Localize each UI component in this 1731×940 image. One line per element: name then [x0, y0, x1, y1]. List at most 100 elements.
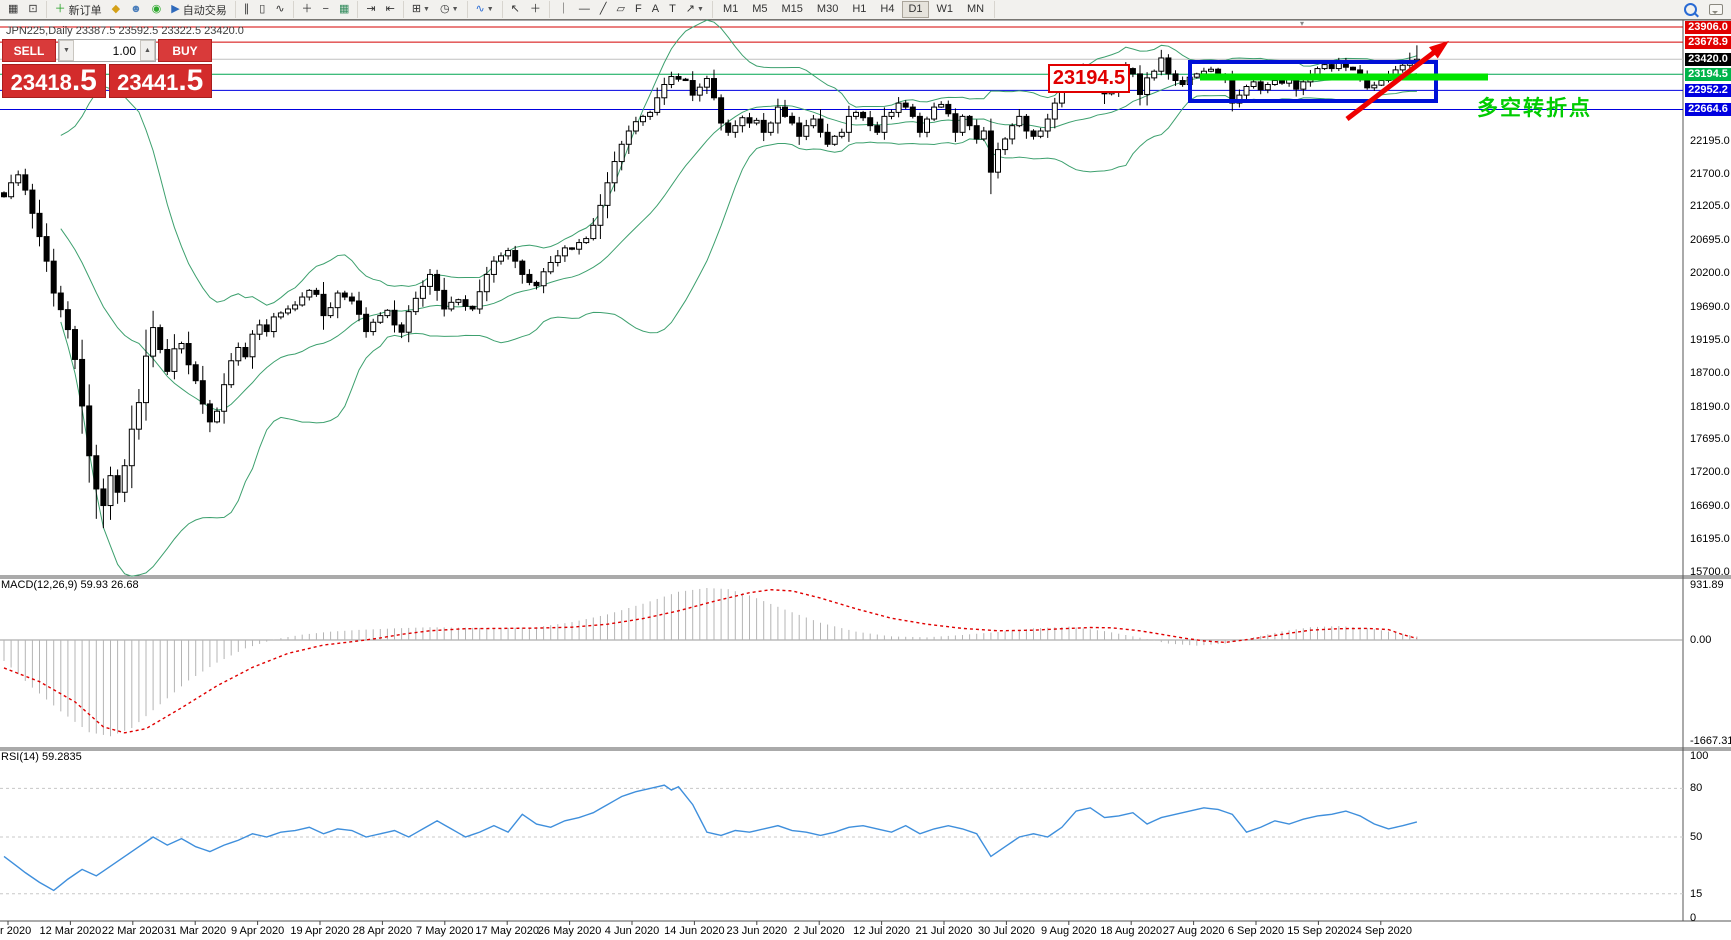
- new-chart-icon-dropdown[interactable]: ▼: [423, 6, 430, 13]
- chart-shift-icon[interactable]: ⇤: [382, 1, 399, 18]
- sell-button[interactable]: SELL: [2, 39, 56, 62]
- turning-point-note[interactable]: 多空转折点: [1477, 97, 1592, 120]
- timeframe-d1[interactable]: D1: [902, 1, 929, 18]
- timeframe-h4[interactable]: H4: [880, 3, 895, 15]
- chart-preview-icon[interactable]: ⊡: [24, 1, 41, 18]
- date-axis-label: 27 Aug 2020: [1162, 925, 1225, 937]
- timeframe-m5[interactable]: M5: [752, 3, 768, 15]
- auto-trading-button-label: 自动交易: [182, 4, 227, 17]
- text-icon[interactable]: A: [648, 1, 663, 18]
- eraser-icon[interactable]: ◆: [108, 1, 124, 18]
- timeframe-m1[interactable]: M1: [722, 3, 739, 15]
- auto-trading-button[interactable]: ▶ 自动交易: [167, 1, 230, 18]
- date-axis-label: 4 Jun 2020: [604, 925, 660, 937]
- chart-preview-icon: ⊡: [28, 3, 38, 15]
- volume-increase-button[interactable]: ▲: [140, 40, 155, 61]
- label-icon: T: [669, 3, 676, 15]
- buy-button[interactable]: BUY: [158, 39, 212, 62]
- timeframe-w1[interactable]: W1: [936, 3, 954, 15]
- toolbar-group: ▦ ⊡: [0, 1, 47, 18]
- zoom-out-icon[interactable]: −: [319, 1, 333, 18]
- volume-input[interactable]: [74, 40, 140, 61]
- fibonacci-icon[interactable]: F: [631, 1, 646, 18]
- price-axis-tick: 18190.0: [1690, 400, 1730, 413]
- text-icon: A: [651, 3, 660, 15]
- date-axis-label: 23 Jun 2020: [726, 925, 788, 937]
- timeframe-group: M1 M5 M15 M30 H1 H4 D1 W1 MN: [713, 1, 996, 18]
- macd-axis-tick: 931.89: [1690, 579, 1724, 591]
- indicators-icon: ∿: [475, 3, 485, 15]
- bar-chart-icon[interactable]: ∥: [240, 1, 254, 18]
- new-chart-icon: ⊞: [411, 3, 422, 15]
- vertical-line-icon: ｜: [557, 3, 569, 15]
- price-axis-tick: 18700.0: [1690, 366, 1730, 379]
- price-callout-box[interactable]: 23194.5: [1048, 64, 1130, 93]
- periods-clock-icon[interactable]: ◷ ▼: [436, 1, 463, 18]
- date-axis-label: 12 Jul 2020: [853, 925, 911, 937]
- contacts-icon[interactable]: ☻: [126, 1, 146, 18]
- buy-price[interactable]: 23441.5: [108, 64, 212, 98]
- arrows-icon[interactable]: ↗ ▼: [682, 1, 708, 18]
- trendline-icon[interactable]: ╱: [596, 1, 611, 18]
- periods-clock-icon-dropdown[interactable]: ▼: [451, 6, 459, 13]
- toolbar-group: ∥ ▯ ∿: [236, 1, 294, 18]
- macd-indicator-label: MACD(12,26,9) 59.93 26.68: [1, 579, 139, 591]
- signal-icon: ◉: [151, 3, 162, 15]
- new-order-button[interactable]: ＋新订单: [51, 1, 106, 18]
- macd-axis-tick: 0.00: [1690, 634, 1712, 646]
- toolbar-group: ＋新订单 ◆ ☻ ◉ ▶ 自动交易: [47, 1, 236, 18]
- date-axis-label: 21 Jul 2020: [915, 925, 973, 937]
- price-axis-tick: 22195.0: [1690, 134, 1730, 147]
- rsi-axis-tick: 100: [1690, 750, 1709, 762]
- price-axis-tick: 17200.0: [1690, 466, 1730, 479]
- crosshair-icon: ＋: [529, 3, 541, 15]
- auto-scroll-icon[interactable]: ⇥: [362, 1, 379, 18]
- label-icon[interactable]: T: [665, 1, 680, 18]
- fibonacci-icon: F: [634, 3, 642, 15]
- date-axis-label: 26 May 2020: [537, 925, 602, 937]
- timeframe-mn[interactable]: MN: [967, 3, 985, 15]
- buy-price-pip: .5: [178, 64, 204, 97]
- search-icon[interactable]: [1684, 3, 1697, 16]
- indicators-icon-dropdown[interactable]: ▼: [486, 6, 494, 13]
- arrows-icon-dropdown[interactable]: ▼: [697, 6, 704, 13]
- periods-clock-icon: ◷: [439, 3, 450, 15]
- timeframe-h1[interactable]: H1: [852, 3, 867, 15]
- indicators-icon[interactable]: ∿ ▼: [472, 1, 498, 18]
- zoom-in-icon[interactable]: ＋: [298, 1, 317, 18]
- timeframe-m15[interactable]: M15: [781, 3, 803, 15]
- date-axis-label: 19 Apr 2020: [290, 925, 350, 937]
- line-chart-icon[interactable]: ∿: [271, 1, 288, 18]
- new-order-button-label: 新订单: [68, 4, 102, 17]
- date-axis-label: 12 Mar 2020: [39, 925, 102, 937]
- price-axis-tick: 20695.0: [1690, 234, 1730, 247]
- signal-icon[interactable]: ◉: [148, 1, 166, 18]
- horizontal-line-icon[interactable]: —: [575, 1, 594, 18]
- price-level-tag: 23678.9: [1685, 35, 1731, 49]
- price-axis-tick: 17695.0: [1690, 433, 1730, 446]
- charts-window-icon: ▦: [8, 3, 19, 15]
- new-chart-icon[interactable]: ⊞ ▼: [408, 1, 434, 18]
- timeframe-m30[interactable]: M30: [816, 3, 839, 15]
- tile-windows-icon[interactable]: ▦: [335, 1, 353, 18]
- date-axis-label: 31 Mar 2020: [164, 925, 227, 937]
- cursor-icon[interactable]: ↖: [507, 1, 524, 18]
- bar-chart-icon: ∥: [243, 3, 250, 15]
- candle-chart-icon[interactable]: ▯: [255, 1, 269, 18]
- toolbar-group: ＋ − ▦: [294, 1, 359, 18]
- price-level-tag: 23906.0: [1685, 20, 1731, 34]
- crosshair-icon[interactable]: ＋: [526, 1, 545, 18]
- zoom-in-icon: ＋: [301, 3, 313, 15]
- trendline-icon: ╱: [599, 3, 607, 15]
- auto-trading-button: ▶: [171, 3, 180, 15]
- date-axis-label: 9 Aug 2020: [1040, 925, 1097, 937]
- sell-price[interactable]: 23418.5: [2, 64, 106, 98]
- charts-window-icon[interactable]: ▦: [4, 1, 22, 18]
- channel-icon[interactable]: ▱: [613, 1, 629, 18]
- volume-decrease-button[interactable]: ▼: [59, 40, 74, 61]
- rsi-axis-tick: 50: [1690, 831, 1703, 843]
- chat-icon[interactable]: [1709, 4, 1723, 15]
- vertical-line-icon[interactable]: ｜: [554, 1, 573, 18]
